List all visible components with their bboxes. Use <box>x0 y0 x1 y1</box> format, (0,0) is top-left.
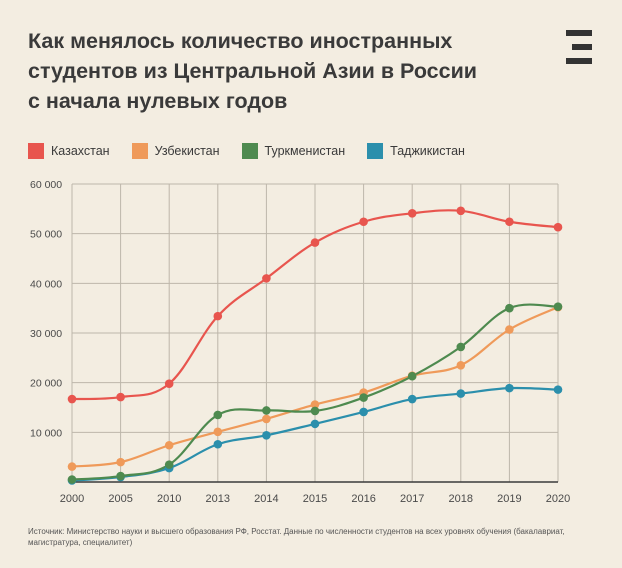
y-tick-label: 60 000 <box>30 179 62 191</box>
y-tick-label: 40 000 <box>30 278 62 290</box>
data-point <box>213 439 223 449</box>
legend-label: Узбекистан <box>154 144 220 158</box>
legend-swatch <box>131 143 148 159</box>
data-point <box>456 206 466 216</box>
data-point <box>67 394 77 404</box>
data-point <box>505 383 514 393</box>
title-line-3: с начала нулевых годов <box>28 89 288 113</box>
legend-item-tajikistan: Таджикистан <box>367 143 465 159</box>
data-point <box>116 471 125 481</box>
x-tick-label: 2016 <box>351 493 375 505</box>
x-tick-label: 2014 <box>254 493 278 505</box>
data-point <box>164 460 174 469</box>
data-point <box>407 209 417 218</box>
x-tick-label: 2018 <box>449 493 473 505</box>
data-point <box>67 462 77 471</box>
source-note: Источник: Министерство науки и высшего о… <box>28 527 565 547</box>
chart-legend: Казахстан Узбекистан Туркменистан Таджик… <box>28 140 487 162</box>
data-point <box>553 385 563 394</box>
data-point <box>505 325 514 334</box>
data-point <box>310 238 320 247</box>
data-point <box>553 302 563 311</box>
line-chart: 10 000 20 000 30 000 40 000 50 000 60 000 2000… <box>30 179 570 505</box>
data-point <box>310 406 320 416</box>
legend-swatch <box>28 143 44 159</box>
data-point <box>310 419 320 429</box>
y-tick-label: 10 000 <box>30 427 62 439</box>
data-point <box>456 360 466 370</box>
data-point <box>505 303 514 313</box>
data-point <box>164 379 174 388</box>
data-point <box>213 311 223 321</box>
x-tick-label: 2013 <box>206 493 230 505</box>
data-point <box>116 457 125 467</box>
data-point <box>116 392 125 402</box>
menu-e-logo-icon <box>566 30 592 64</box>
data-point <box>262 406 271 415</box>
data-point <box>262 414 271 424</box>
data-point <box>359 407 368 417</box>
title-line-2: студентов из Центральной Азии в России <box>28 59 478 83</box>
data-point <box>456 389 466 398</box>
data-point <box>359 393 368 402</box>
y-tick-label: 20 000 <box>30 378 62 390</box>
y-tick-label: 50 000 <box>30 229 62 241</box>
data-point <box>407 371 417 381</box>
x-tick-label: 2000 <box>60 493 84 505</box>
x-tick-label: 2019 <box>497 493 521 505</box>
data-point <box>262 274 271 283</box>
y-tick-label: 30 000 <box>30 328 62 340</box>
legend-item-kazakhstan: Казахстан <box>28 143 110 159</box>
x-tick-label: 2015 <box>303 493 327 505</box>
title-line-1: Как менялось количество иностранных <box>28 29 453 53</box>
chart-title: Как менялось количество иностранных студ… <box>28 26 548 116</box>
data-point <box>359 217 368 227</box>
legend-label: Казахстан <box>51 144 110 158</box>
data-point <box>262 431 271 440</box>
legend-swatch <box>367 143 384 159</box>
data-point <box>505 217 514 227</box>
x-tick-label: 2010 <box>157 493 181 505</box>
data-point <box>213 410 223 420</box>
x-tick-label: 2017 <box>400 493 424 505</box>
data-point <box>164 440 174 450</box>
data-point <box>310 400 320 409</box>
data-point <box>67 475 77 484</box>
x-tick-label: 2005 <box>108 493 132 505</box>
legend-label: Таджикистан <box>390 144 465 158</box>
legend-swatch <box>241 143 258 159</box>
data-point <box>407 394 417 404</box>
legend-item-uzbekistan: Узбекистан <box>131 143 220 159</box>
data-point <box>213 427 223 437</box>
legend-label: Туркменистан <box>264 144 346 158</box>
data-point <box>456 342 466 352</box>
legend-item-turkmenistan: Туркменистан <box>241 143 346 159</box>
x-tick-label: 2020 <box>546 493 570 505</box>
data-point <box>553 222 563 232</box>
